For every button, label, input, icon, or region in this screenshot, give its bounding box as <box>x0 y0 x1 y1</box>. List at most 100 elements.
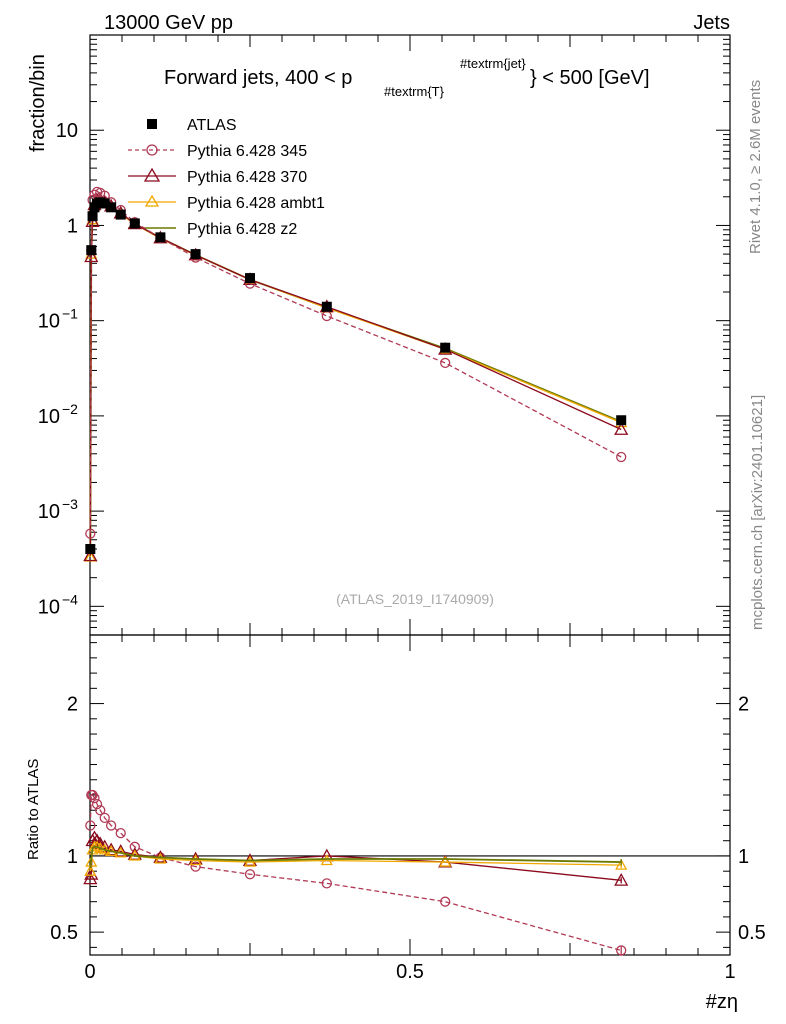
y-tick-label: 1 <box>67 215 78 237</box>
ratio-point-p345 <box>616 945 627 956</box>
rivet-label: Rivet 4.1.0, ≥ 2.6M events <box>747 80 764 254</box>
title-sup: #textrm{jet} <box>460 56 526 71</box>
ratio-point-p370 <box>83 871 98 885</box>
y-tick-exponent: −1 <box>62 306 78 322</box>
ratio-point-p345 <box>115 827 126 839</box>
legend-p370: Pythia 6.428 370 <box>128 167 307 186</box>
data-point-p345 <box>440 357 451 369</box>
ratio-y-tick-label: 0.5 <box>50 922 78 944</box>
title-sub: #textrm{T} <box>384 84 445 99</box>
ratio-point-p345 <box>95 805 106 816</box>
legend-atlas-marker <box>147 119 157 129</box>
ratio-point-ambt1 <box>439 855 452 867</box>
y-tick-label: 10 <box>56 120 78 142</box>
legend-p345-label: Pythia 6.428 345 <box>187 143 307 160</box>
y-tick-label: 10 <box>38 406 60 428</box>
ratio-y-tick-label-right: 2 <box>738 694 749 716</box>
ratio-point-ambt1 <box>320 854 333 866</box>
x-tick-label: 0 <box>84 961 95 983</box>
legend-ambt1-marker <box>144 194 160 207</box>
ratio-point-p345 <box>87 789 98 801</box>
series-line-ambt1 <box>89 200 622 557</box>
ratio-point-p370 <box>104 842 119 856</box>
ratio-point-ambt1 <box>189 854 202 866</box>
ratio-point-p370 <box>127 847 142 860</box>
y-tick-exponent: −3 <box>62 496 78 512</box>
data-point-p370 <box>614 422 629 435</box>
ratio-y-tick-label-right: 1 <box>738 846 749 868</box>
series-layer <box>83 186 629 956</box>
legend: ATLAS Pythia 6.428 345 Pythia 6.428 370 … <box>128 117 325 238</box>
legend-p370-marker <box>143 167 161 182</box>
data-point-atlas <box>321 301 332 312</box>
data-point-atlas <box>440 342 451 353</box>
mcplots-label: mcplots.cern.ch [arXiv:2401.10621] <box>749 395 766 630</box>
data-point-p345 <box>321 310 332 322</box>
series-line-z2 <box>89 199 622 555</box>
header-jets: Jets <box>693 12 730 34</box>
series-line-p370 <box>89 199 622 556</box>
x-tick-label: 0.5 <box>396 961 424 983</box>
legend-z2-label: Pythia 6.428 z2 <box>187 221 297 238</box>
data-point-atlas <box>99 198 110 209</box>
ratio-point-p345 <box>190 861 201 872</box>
ratio-line-z2 <box>89 845 622 869</box>
legend-ambt1: Pythia 6.428 ambt1 <box>128 194 325 212</box>
ratio-point-p345 <box>85 820 96 831</box>
ratio-point-p345 <box>105 820 117 831</box>
legend-z2: Pythia 6.428 z2 <box>128 221 297 238</box>
data-point-p345 <box>85 528 96 539</box>
main-panel-frame <box>89 34 731 636</box>
legend-ambt1-label: Pythia 6.428 ambt1 <box>187 195 325 212</box>
ratio-line-p345 <box>89 794 622 952</box>
x-tick-label: 1 <box>724 961 735 983</box>
ratio-point-p345 <box>440 896 451 907</box>
ratio-point-p345 <box>89 792 100 804</box>
ratio-y-tick-label: 2 <box>67 694 78 716</box>
title-main: Forward jets, 400 < p <box>164 67 352 89</box>
data-point-atlas <box>87 211 98 222</box>
y-tick-label: 10 <box>38 311 60 333</box>
data-point-atlas <box>115 209 126 220</box>
ratio-panel-frame <box>89 634 731 956</box>
y-tick-label: 10 <box>38 501 60 523</box>
ratio-point-p345 <box>99 812 110 824</box>
data-point-atlas <box>106 202 117 213</box>
legend-p345-marker <box>146 144 158 156</box>
data-point-atlas <box>190 249 201 260</box>
ratio-point-p345 <box>321 878 332 889</box>
ratio-point-p345 <box>91 798 103 810</box>
legend-atlas: ATLAS <box>147 117 237 134</box>
y-tick-exponent: −2 <box>62 401 78 417</box>
title-tail: } < 500 [GeV] <box>530 67 650 89</box>
data-point-atlas <box>86 245 97 256</box>
ratio-point-ambt1 <box>154 852 167 864</box>
series-line-p345 <box>89 191 622 534</box>
data-point-atlas <box>616 415 627 426</box>
ratio-y-tick-label: 1 <box>67 846 78 868</box>
data-point-atlas <box>245 273 255 284</box>
data-point-atlas <box>155 232 166 243</box>
ratio-point-p370 <box>113 844 128 857</box>
legend-p345: Pythia 6.428 345 <box>128 143 307 160</box>
ratio-point-p345 <box>244 869 256 880</box>
data-point-p370 <box>83 548 98 562</box>
x-axis-label: #zη <box>706 991 738 1013</box>
ratio-y-axis-label: Ratio to ATLAS <box>25 759 42 860</box>
header-energy: 13000 GeV pp <box>104 12 233 34</box>
data-point-atlas <box>85 544 96 555</box>
ratio-point-ambt1 <box>243 855 257 867</box>
legend-p370-label: Pythia 6.428 370 <box>187 169 307 186</box>
analysis-watermark: (ATLAS_2019_I1740909) <box>336 591 494 607</box>
ratio-line-p370 <box>89 836 622 881</box>
legend-atlas-label: ATLAS <box>187 117 237 134</box>
y-tick-exponent: −4 <box>62 591 78 607</box>
ratio-point-ambt1 <box>615 858 628 870</box>
ratio-point-ambt1 <box>84 864 97 876</box>
ratio-y-tick-label-right: 0.5 <box>738 922 766 944</box>
chart-title: Forward jets, 400 < p #textrm{T} #textrm… <box>164 56 650 99</box>
data-point-p345 <box>616 451 627 463</box>
ratio-point-p370 <box>614 872 629 886</box>
y-tick-label: 10 <box>38 596 60 618</box>
